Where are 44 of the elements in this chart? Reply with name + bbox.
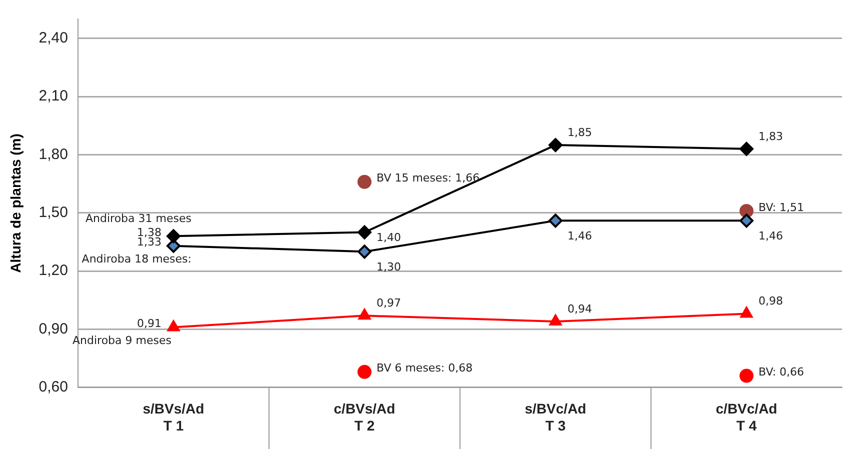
point — [548, 214, 562, 228]
data-label: 1,30 — [376, 260, 401, 274]
data-label: 0,98 — [758, 294, 783, 308]
y-tick-label: 1,20 — [38, 262, 68, 280]
x-tick-label: c/BVs/Ad T 2 — [334, 400, 396, 434]
data-label: 1,85 — [568, 126, 592, 139]
point — [548, 138, 562, 152]
y-tick-label: 2,40 — [38, 30, 68, 47]
y-axis-title: Altura de plantas (m) — [7, 134, 24, 273]
y-tick-label: 1,80 — [38, 146, 68, 163]
data-label: 1,83 — [758, 130, 783, 143]
data-label: BV: 0,66 — [758, 366, 804, 379]
data-label: 0,97 — [376, 296, 401, 310]
data-label: 0,94 — [568, 302, 592, 316]
data-label: 1,46 — [758, 230, 783, 243]
point — [166, 229, 180, 244]
point — [740, 306, 753, 318]
data-label: 1,33 — [136, 236, 162, 249]
data-label: BV 6 meses: 0,68 — [376, 362, 473, 375]
y-tick-label: 0,60 — [38, 378, 68, 396]
point — [740, 142, 754, 156]
x-tick-label: s/BVs/Ad T 1 — [142, 400, 204, 434]
point — [549, 314, 562, 326]
series-label: Andiroba 18 meses: — [82, 252, 192, 266]
data-label: BV: 1,51 — [758, 200, 804, 214]
point — [740, 368, 754, 383]
y-tick-label: 1,50 — [38, 204, 68, 222]
y-tick-label: 0,90 — [38, 320, 68, 338]
data-label: 1,46 — [568, 230, 592, 243]
point — [357, 174, 372, 189]
point — [357, 244, 372, 259]
point — [357, 364, 372, 379]
x-tick-label: c/BVc/Ad T 4 — [716, 400, 778, 434]
series-label: Andiroba 31 meses — [86, 212, 192, 226]
point — [740, 214, 754, 228]
x-tick-label: s/BVc/Ad T 3 — [524, 400, 586, 434]
data-label: BV 15 meses: 1,66 — [376, 172, 480, 185]
point — [167, 320, 180, 332]
y-tick-label: 2,10 — [38, 88, 68, 105]
point — [358, 308, 371, 320]
point — [357, 225, 372, 240]
data-label: 0,91 — [136, 317, 162, 330]
series-label: Andiroba 9 meses — [72, 334, 172, 348]
data-label: 1,40 — [376, 231, 401, 244]
